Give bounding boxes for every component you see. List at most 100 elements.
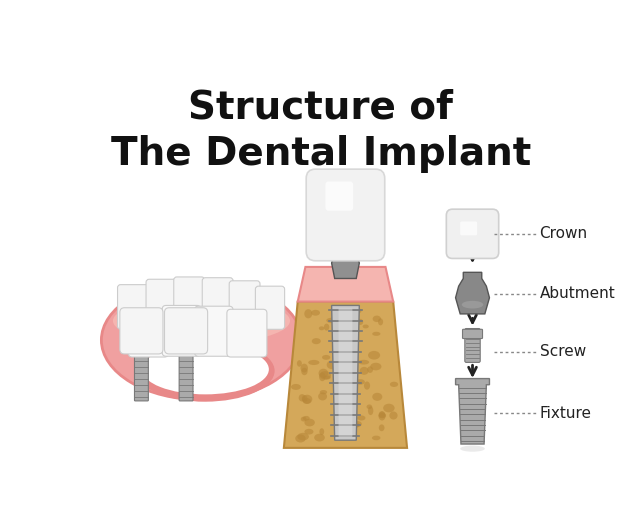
FancyBboxPatch shape (463, 329, 483, 339)
Ellipse shape (304, 309, 312, 319)
FancyBboxPatch shape (339, 309, 352, 437)
Text: Fixture: Fixture (540, 406, 592, 421)
FancyBboxPatch shape (326, 181, 353, 211)
FancyBboxPatch shape (179, 345, 193, 401)
Polygon shape (456, 272, 490, 314)
Text: Abutment: Abutment (540, 287, 615, 301)
Ellipse shape (314, 434, 325, 441)
Ellipse shape (319, 428, 324, 435)
Ellipse shape (360, 367, 369, 375)
Ellipse shape (358, 360, 369, 365)
Ellipse shape (379, 413, 386, 418)
FancyBboxPatch shape (146, 279, 178, 328)
Polygon shape (298, 267, 393, 302)
FancyBboxPatch shape (229, 281, 260, 327)
Ellipse shape (320, 390, 327, 395)
Ellipse shape (364, 381, 370, 390)
Ellipse shape (297, 360, 302, 367)
Ellipse shape (372, 315, 381, 322)
Ellipse shape (312, 338, 321, 344)
Ellipse shape (378, 318, 383, 325)
Ellipse shape (368, 406, 373, 415)
Ellipse shape (311, 310, 320, 315)
Ellipse shape (302, 395, 307, 402)
Text: The Dental Implant: The Dental Implant (111, 135, 531, 173)
Text: Crown: Crown (540, 226, 588, 242)
Ellipse shape (367, 366, 373, 373)
Ellipse shape (324, 324, 329, 331)
Ellipse shape (304, 419, 315, 427)
Ellipse shape (334, 417, 344, 422)
Ellipse shape (295, 434, 305, 442)
Polygon shape (332, 305, 359, 440)
Ellipse shape (337, 331, 344, 339)
Ellipse shape (319, 326, 324, 330)
Ellipse shape (308, 360, 319, 365)
Text: Screw: Screw (540, 344, 586, 359)
Polygon shape (456, 378, 490, 444)
Ellipse shape (318, 392, 327, 400)
FancyBboxPatch shape (255, 286, 285, 329)
Ellipse shape (342, 319, 354, 323)
FancyBboxPatch shape (120, 308, 163, 354)
Ellipse shape (379, 411, 385, 418)
FancyBboxPatch shape (135, 345, 148, 401)
Ellipse shape (372, 435, 381, 440)
Ellipse shape (372, 332, 381, 336)
Ellipse shape (349, 308, 362, 314)
Ellipse shape (323, 376, 331, 379)
FancyBboxPatch shape (118, 285, 150, 329)
Ellipse shape (370, 363, 381, 370)
FancyBboxPatch shape (128, 309, 168, 357)
Ellipse shape (320, 371, 331, 379)
Ellipse shape (300, 364, 308, 373)
Ellipse shape (346, 313, 357, 320)
Ellipse shape (367, 405, 372, 409)
Ellipse shape (334, 388, 342, 396)
FancyBboxPatch shape (306, 169, 385, 261)
Ellipse shape (342, 346, 353, 354)
Ellipse shape (462, 301, 483, 309)
Ellipse shape (319, 369, 328, 378)
Ellipse shape (362, 324, 369, 329)
Ellipse shape (338, 381, 344, 386)
Ellipse shape (390, 381, 398, 387)
Ellipse shape (291, 384, 301, 390)
Ellipse shape (101, 280, 302, 400)
FancyBboxPatch shape (460, 222, 477, 235)
Text: Structure of: Structure of (188, 89, 453, 126)
FancyBboxPatch shape (174, 277, 205, 327)
Ellipse shape (304, 429, 314, 434)
FancyBboxPatch shape (195, 306, 233, 356)
Ellipse shape (357, 319, 363, 325)
Ellipse shape (326, 318, 337, 323)
Ellipse shape (322, 355, 331, 360)
Ellipse shape (337, 337, 344, 345)
Ellipse shape (303, 416, 310, 421)
FancyBboxPatch shape (165, 308, 208, 354)
FancyBboxPatch shape (202, 278, 233, 326)
Ellipse shape (303, 398, 311, 404)
Ellipse shape (389, 411, 398, 420)
Ellipse shape (300, 417, 307, 421)
Polygon shape (332, 252, 359, 278)
Ellipse shape (302, 395, 312, 404)
Ellipse shape (352, 421, 362, 427)
Ellipse shape (357, 416, 366, 421)
Ellipse shape (368, 351, 380, 359)
Ellipse shape (354, 422, 359, 428)
Ellipse shape (383, 403, 394, 412)
FancyBboxPatch shape (162, 305, 201, 356)
Polygon shape (284, 302, 407, 448)
Ellipse shape (142, 344, 269, 395)
Ellipse shape (299, 394, 305, 401)
Ellipse shape (460, 445, 485, 452)
Ellipse shape (136, 340, 275, 402)
Ellipse shape (356, 379, 365, 385)
Ellipse shape (379, 411, 386, 421)
Ellipse shape (297, 433, 309, 441)
Ellipse shape (337, 340, 342, 348)
FancyBboxPatch shape (227, 309, 267, 357)
Ellipse shape (113, 298, 290, 344)
FancyBboxPatch shape (465, 329, 480, 363)
